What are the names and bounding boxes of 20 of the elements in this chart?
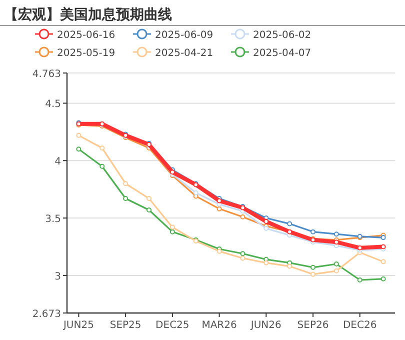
legend-label: 2025-04-21 [155, 48, 214, 59]
y-tick-label: 3 [54, 271, 61, 282]
x-tick-label: SEP26 [297, 320, 329, 331]
x-tick-label: DEC25 [156, 320, 190, 331]
legend-label: 2025-06-16 [57, 30, 116, 41]
legend-label: 2025-04-07 [253, 48, 312, 59]
x-tick-label: SEP25 [110, 320, 142, 331]
legend-label: 2025-06-09 [155, 30, 214, 41]
legend-label: 2025-05-19 [57, 48, 116, 59]
x-tick-label: MAR26 [202, 320, 237, 331]
y-tick-label: 2.673 [32, 309, 61, 320]
x-tick-label: JUN25 [62, 320, 94, 331]
y-tick-label: 4 [54, 156, 61, 168]
y-tick-label: 3.5 [45, 214, 61, 226]
y-tick-label: 4.763 [32, 69, 61, 80]
chart-title: 【宏观】美国加息预期曲线 [4, 6, 172, 23]
legend-label: 2025-06-02 [253, 30, 312, 41]
x-tick-label: DEC26 [342, 320, 377, 331]
y-tick-label: 4.5 [45, 99, 61, 110]
x-tick-label: JUN26 [250, 320, 282, 331]
